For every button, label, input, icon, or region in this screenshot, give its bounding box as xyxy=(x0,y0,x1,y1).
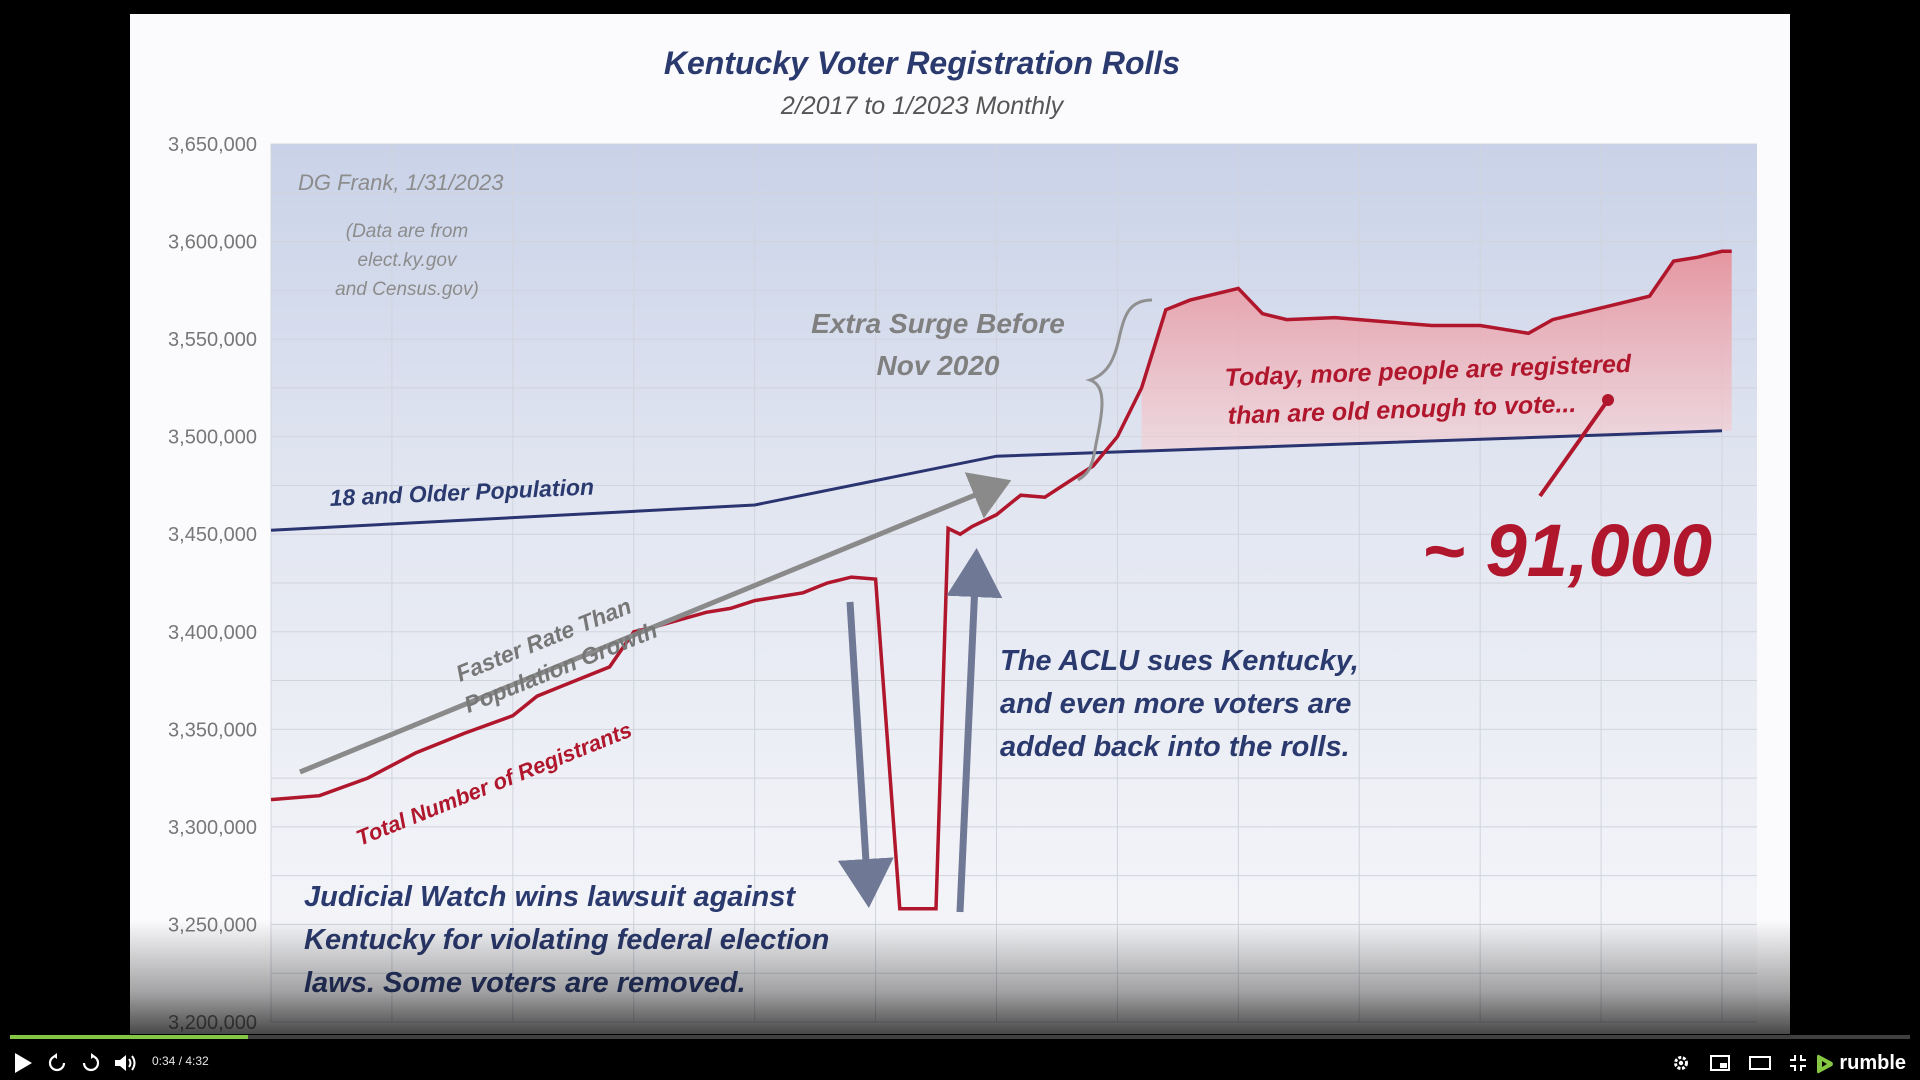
volume-button[interactable] xyxy=(112,1050,140,1076)
time-display: 0:34 / 4:32 xyxy=(152,1054,209,1068)
player-controls: 0:34 / 4:32 rumble xyxy=(0,1028,1920,1080)
excess-area xyxy=(1141,251,1732,452)
brand-label: rumble xyxy=(1839,1052,1906,1074)
source-line-1: (Data are from xyxy=(346,221,468,242)
chart-title: Kentucky Voter Registration Rolls xyxy=(664,45,1180,81)
chart: 3,650,000 3,600,000 3,550,000 3,500,000 3,45… xyxy=(168,45,1757,1034)
removed-arrow xyxy=(837,601,894,908)
series-line-population xyxy=(270,429,1723,532)
theater-icon xyxy=(1749,1056,1771,1070)
forward-icon xyxy=(82,1053,100,1072)
fullscreen-button[interactable] xyxy=(1784,1050,1812,1076)
chart-subtitle: 2/2017 to 1/2023 Monthly xyxy=(780,92,1065,120)
excess-pointer-line xyxy=(1538,398,1610,498)
judicial-label-3: laws. Some voters are removed. xyxy=(304,967,746,999)
volume-icon xyxy=(115,1055,136,1071)
progress-fill xyxy=(10,1035,248,1039)
judicial-label-2: Kentucky for violating federal election xyxy=(304,924,829,956)
surge-label-2: Nov 2020 xyxy=(877,350,1000,381)
source-line-2: elect.ky.gov xyxy=(358,250,458,271)
video-frame[interactable]: 3,650,000 3,600,000 3,550,000 3,500,000 3,45… xyxy=(130,14,1790,1034)
y-tick-label: 3,500,000 xyxy=(168,427,257,449)
miniplayer-button[interactable] xyxy=(1706,1050,1734,1076)
theater-button[interactable] xyxy=(1746,1050,1774,1076)
aclu-label-3: added back into the rolls. xyxy=(1000,731,1350,763)
forward-button[interactable] xyxy=(78,1050,104,1076)
surge-brace xyxy=(1077,298,1153,482)
excess-pointer-dot xyxy=(1602,394,1614,406)
surge-label-1: Extra Surge Before xyxy=(811,308,1065,339)
excess-value: ~ 91,000 xyxy=(1422,509,1712,592)
y-tick-label: 3,550,000 xyxy=(168,329,257,351)
added-arrow xyxy=(946,548,1003,913)
settings-icon xyxy=(1674,1056,1688,1070)
judicial-label-1: Judicial Watch wins lawsuit against xyxy=(304,881,796,913)
y-tick-label: 3,250,000 xyxy=(168,914,257,936)
replay-button[interactable] xyxy=(44,1050,70,1076)
replay-icon xyxy=(48,1053,66,1072)
source-author: DG Frank, 1/31/2023 xyxy=(298,170,504,195)
faster-rate-arrow xyxy=(299,472,1012,775)
y-tick-label: 3,600,000 xyxy=(168,232,257,254)
y-tick-label: 3,400,000 xyxy=(168,622,257,644)
miniplayer-icon xyxy=(1710,1055,1730,1071)
settings-button[interactable] xyxy=(1668,1050,1694,1076)
y-axis: 3,650,000 3,600,000 3,550,000 3,500,000 3,45… xyxy=(168,134,257,1034)
fullscreen-icon xyxy=(1790,1055,1806,1071)
progress-bar[interactable] xyxy=(10,1035,1910,1039)
y-tick-label: 3,650,000 xyxy=(168,134,257,156)
y-tick-label: 3,450,000 xyxy=(168,524,257,546)
aclu-label-1: The ACLU sues Kentucky, xyxy=(1000,645,1359,677)
play-icon xyxy=(15,1053,32,1073)
series-line-registrants xyxy=(270,249,1732,911)
aclu-label-2: and even more voters are xyxy=(1000,688,1351,720)
rumble-logo-icon xyxy=(1817,1054,1834,1073)
source-line-3: and Census.gov) xyxy=(335,279,479,300)
y-tick-label: 3,300,000 xyxy=(168,817,257,839)
play-button[interactable] xyxy=(10,1050,36,1076)
y-tick-label: 3,350,000 xyxy=(168,719,257,741)
rumble-logo[interactable]: rumble xyxy=(1815,1052,1906,1075)
